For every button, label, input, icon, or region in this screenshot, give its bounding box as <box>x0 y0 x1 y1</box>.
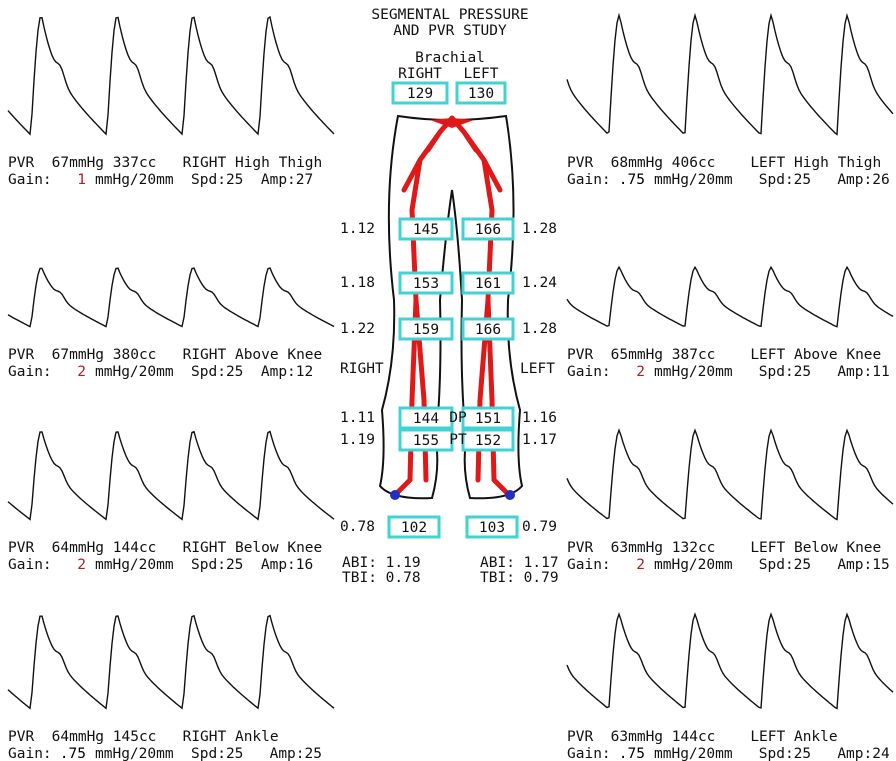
index: 1.11 <box>340 410 375 426</box>
pressure-value: 166 <box>475 322 501 338</box>
pressure-value: 151 <box>475 411 501 427</box>
gain-label: Gain: <box>567 557 611 573</box>
gain-rest: mmHg/20mm Spd:25 Amp:25 <box>95 746 322 761</box>
side-label: RIGHT <box>398 66 442 82</box>
gain-value: 1 <box>77 172 86 188</box>
pressure-value: 102 <box>401 520 427 536</box>
level-label: DP <box>449 410 467 426</box>
index: 1.24 <box>522 275 557 291</box>
gain-line: Gain: 2 mmHg/20mm Spd:25 Amp:16 <box>8 557 313 573</box>
gain-rest: mmHg/20mm Spd:25 Amp:12 <box>95 364 313 380</box>
gain-value: 2 <box>636 557 645 573</box>
gain-label: Gain: <box>8 557 52 573</box>
waveform <box>8 432 334 520</box>
pressure-value: 152 <box>475 433 501 449</box>
gain-line: Gain: .75 mmHg/20mm Spd:25 Amp:26 <box>567 172 890 188</box>
abi: ABI: 1.17 <box>480 555 559 571</box>
pressure-value: 159 <box>413 322 439 338</box>
gain-label: Gain: <box>8 172 52 188</box>
pvr-line: PVR 65mmHg 387cc LEFT Above Knee <box>567 347 881 363</box>
gain-rest: mmHg/20mm Spd:25 Amp:11 <box>654 364 890 380</box>
pressure-value: 155 <box>413 433 439 449</box>
pressure-value: 129 <box>407 86 433 102</box>
index: 1.18 <box>340 275 375 291</box>
report: SEGMENTAL PRESSURE AND PVR STUDY Brachia… <box>0 0 896 761</box>
tbi: TBI: 0.78 <box>342 570 421 586</box>
brachial-label: Brachial <box>415 50 485 66</box>
pressure-value: 144 <box>413 411 439 427</box>
gain-label: Gain: <box>567 364 611 380</box>
side-label: LEFT <box>464 66 499 82</box>
side-label: LEFT <box>520 361 555 377</box>
gain-label: Gain: <box>8 364 52 380</box>
pressure-value: 130 <box>468 86 494 102</box>
title: AND PVR STUDY <box>393 23 507 39</box>
pvr-line: PVR 68mmHg 406cc LEFT High Thigh <box>567 155 881 171</box>
gain-rest: mmHg/20mm Spd:25 Amp:26 <box>654 172 890 188</box>
waveform <box>567 430 893 519</box>
index: 1.17 <box>522 432 557 448</box>
waveform <box>567 15 893 134</box>
waveform <box>8 616 334 709</box>
gain-line: Gain: 2 mmHg/20mm Spd:25 Amp:11 <box>567 364 890 380</box>
side-label: RIGHT <box>340 361 384 377</box>
index: 1.28 <box>522 321 557 337</box>
gain-value: .75 <box>60 746 86 761</box>
gain-rest: mmHg/20mm Spd:25 Amp:16 <box>95 557 313 573</box>
index: 1.19 <box>340 432 375 448</box>
gain-line: Gain: .75 mmHg/20mm Spd:25 Amp:24 <box>567 746 890 761</box>
gain-label: Gain: <box>8 746 52 761</box>
pvr-line: PVR 63mmHg 132cc LEFT Below Knee <box>567 540 881 556</box>
pressure-value: 161 <box>475 276 501 292</box>
gain-value: 2 <box>636 364 645 380</box>
pressure-value: 166 <box>475 222 501 238</box>
waveform <box>567 267 893 327</box>
index: 0.78 <box>340 519 375 535</box>
gain-value: .75 <box>619 172 645 188</box>
gain-value: .75 <box>619 746 645 761</box>
gain-label: Gain: <box>567 172 611 188</box>
gain-line: Gain: 2 mmHg/20mm Spd:25 Amp:15 <box>567 557 890 573</box>
gain-line: Gain: 2 mmHg/20mm Spd:25 Amp:12 <box>8 364 313 380</box>
pressure-value: 145 <box>413 222 439 238</box>
gain-value: 2 <box>77 557 86 573</box>
index: 1.22 <box>340 321 375 337</box>
gain-line: Gain: 1 mmHg/20mm Spd:25 Amp:27 <box>8 172 313 188</box>
pvr-line: PVR 67mmHg 380cc RIGHT Above Knee <box>8 347 322 363</box>
abi: ABI: 1.19 <box>342 555 421 571</box>
index: 1.16 <box>522 410 557 426</box>
gain-value: 2 <box>77 364 86 380</box>
level-label: PT <box>449 432 467 448</box>
tbi: TBI: 0.79 <box>480 570 559 586</box>
gain-rest: mmHg/20mm Spd:25 Amp:24 <box>654 746 890 761</box>
gain-label: Gain: <box>567 746 611 761</box>
title: SEGMENTAL PRESSURE <box>371 7 528 23</box>
waveform <box>8 268 334 327</box>
index: 1.28 <box>522 221 557 237</box>
gain-rest: mmHg/20mm Spd:25 Amp:15 <box>654 557 890 573</box>
pressure-value: 103 <box>479 520 505 536</box>
index: 0.79 <box>522 519 557 535</box>
index: 1.12 <box>340 221 375 237</box>
pvr-line: PVR 67mmHg 337cc RIGHT High Thigh <box>8 155 322 171</box>
pvr-line: PVR 64mmHg 145cc RIGHT Ankle <box>8 729 279 745</box>
pvr-line: PVR 64mmHg 144cc RIGHT Below Knee <box>8 540 322 556</box>
waveform <box>567 614 893 708</box>
pvr-line: PVR 63mmHg 144cc LEFT Ankle <box>567 729 838 745</box>
gain-line: Gain: .75 mmHg/20mm Spd:25 Amp:25 <box>8 746 322 761</box>
gain-rest: mmHg/20mm Spd:25 Amp:27 <box>95 172 313 188</box>
pressure-value: 153 <box>413 276 439 292</box>
waveform <box>8 17 334 134</box>
